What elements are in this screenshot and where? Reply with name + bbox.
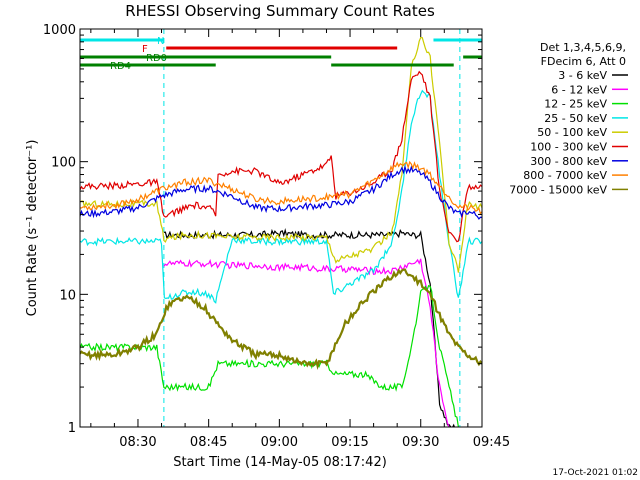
plot-area [80, 29, 482, 427]
flag-label-0: N [157, 36, 164, 47]
series-line-1 [163, 258, 450, 427]
footer-date: 17-Oct-2021 01:02 [553, 468, 638, 478]
chart-title: RHESSI Observing Summary Count Rates [125, 2, 435, 20]
legend-label-6: 300 - 800 keV [530, 155, 607, 168]
flag-label-2: RD0 [146, 53, 167, 64]
y-tick-label-0: 1 [68, 421, 76, 436]
x-tick-label-4: 09:30 [402, 435, 439, 450]
series-line-5 [80, 70, 482, 243]
x-tick-label-0: 08:30 [119, 435, 156, 450]
legend-label-1: 6 - 12 keV [551, 83, 607, 96]
legend-label-3: 25 - 50 keV [544, 112, 607, 125]
legend-label-4: 50 - 100 keV [537, 126, 607, 139]
x-axis: 08:30 08:45 09:00 09:15 09:30 09:45 [90, 29, 510, 450]
x-axis-label: Start Time (14-May-05 08:17:42) [173, 455, 387, 470]
x-tick-label-2: 09:00 [261, 435, 298, 450]
series-line-8 [80, 268, 482, 371]
legend-label-0: 3 - 6 keV [558, 69, 607, 82]
y-axis: 1 10 100 1000 [43, 23, 482, 436]
series-line-3 [80, 89, 482, 304]
legend-header-line-2: FDecim 6, Att 0 [541, 55, 626, 68]
legend-header-line-1: Det 1,3,4,5,6,9, [540, 41, 626, 54]
y-tick-label-2: 100 [51, 156, 76, 171]
y-tick-label-1: 10 [59, 288, 76, 303]
series-line-2 [80, 284, 459, 427]
series-line-6 [80, 164, 482, 220]
flag-label-1: F [142, 44, 148, 55]
legend-label-8: 7000 - 15000 keV [509, 183, 607, 196]
plot-frame [79, 28, 483, 428]
x-tick-label-1: 08:45 [190, 435, 227, 450]
legend-label-2: 12 - 25 keV [544, 98, 607, 111]
legend: Det 1,3,4,5,6,9, FDecim 6, Att 0 3 - 6 k… [509, 41, 628, 196]
y-axis-label: Count Rate (s⁻¹ detector⁻¹) [25, 140, 40, 317]
x-tick-label-3: 09:15 [331, 435, 368, 450]
series-line-7 [80, 160, 482, 215]
legend-label-5: 100 - 300 keV [530, 141, 607, 154]
y-tick-label-3: 1000 [43, 23, 76, 38]
flag-label-3: RD4 [110, 61, 131, 72]
x-tick-label-5: 09:45 [473, 435, 510, 450]
legend-label-7: 800 - 7000 keV [523, 169, 607, 182]
